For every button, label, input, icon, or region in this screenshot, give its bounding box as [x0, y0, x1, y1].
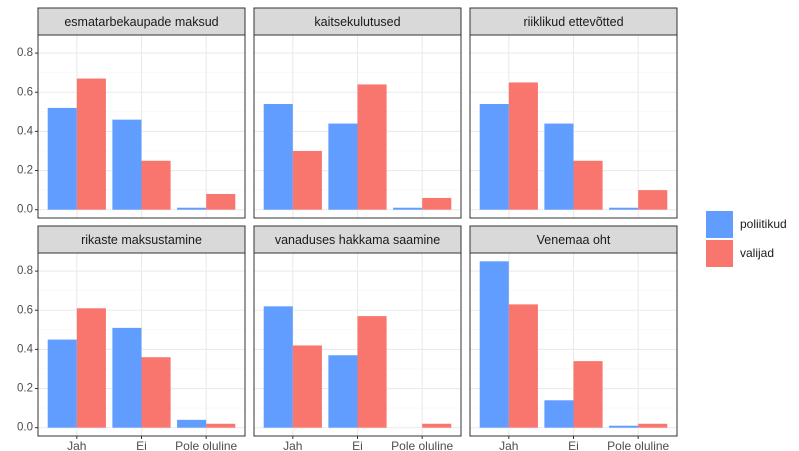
- strip-title: kaitsekulutused: [314, 15, 400, 29]
- legend-label: poliitikud: [740, 217, 787, 231]
- strip: [253, 225, 462, 254]
- strip: [253, 7, 462, 36]
- x-tick-label: Pole oluline: [607, 439, 669, 451]
- strip: [37, 7, 246, 36]
- bar: [609, 425, 639, 428]
- legend-label: valijad: [740, 246, 774, 260]
- bar: [47, 339, 77, 428]
- bar: [76, 78, 106, 210]
- bar: [422, 197, 452, 210]
- x-tick-label: Jah: [283, 439, 302, 451]
- strip-title: vanaduses hakkama saamine: [275, 233, 440, 247]
- bar: [328, 355, 358, 428]
- bar: [263, 306, 293, 428]
- y-tick-label: 0.4: [17, 343, 34, 355]
- x-tick-label: Jah: [67, 439, 86, 451]
- y-tick-label: 0.4: [17, 125, 34, 137]
- bar: [393, 207, 423, 210]
- bar: [141, 160, 171, 210]
- legend-swatch: [706, 211, 733, 238]
- legend-swatch: [706, 240, 733, 267]
- x-tick-label: Ei: [136, 439, 147, 451]
- bar: [177, 419, 207, 428]
- bar: [544, 400, 574, 428]
- bar: [141, 357, 171, 428]
- bar: [573, 361, 603, 428]
- x-tick-label: Ei: [352, 439, 363, 451]
- strip-title: rikaste maksustamine: [81, 233, 202, 247]
- panel-border: [37, 252, 246, 437]
- bar: [292, 345, 322, 428]
- panel-border: [253, 34, 462, 219]
- bar: [508, 304, 538, 428]
- bar: [263, 103, 293, 210]
- bar: [638, 190, 668, 210]
- y-tick-label: 0.6: [17, 304, 33, 316]
- bar: [47, 107, 77, 210]
- bar: [479, 261, 509, 428]
- strip-title: esmatarbekaupade maksud: [64, 15, 218, 29]
- bar: [177, 207, 207, 210]
- panel-border: [469, 34, 678, 219]
- x-tick-label: Ei: [568, 439, 579, 451]
- y-tick-label: 0.0: [17, 204, 33, 216]
- y-tick-label: 0.0: [17, 422, 33, 434]
- y-tick-label: 0.2: [17, 383, 33, 395]
- bar: [328, 123, 358, 210]
- bar: [292, 150, 322, 210]
- bar: [112, 119, 142, 210]
- bar: [479, 103, 509, 210]
- strip: [37, 225, 246, 254]
- bar: [357, 84, 387, 210]
- panel-border: [37, 34, 246, 219]
- x-tick-label: Pole oluline: [175, 439, 237, 451]
- bar: [609, 207, 639, 210]
- bar: [638, 423, 668, 428]
- y-tick-label: 0.2: [17, 165, 33, 177]
- y-tick-label: 0.6: [17, 86, 33, 98]
- bar: [112, 327, 142, 428]
- y-tick-label: 0.8: [17, 265, 33, 277]
- x-tick-label: Pole oluline: [391, 439, 453, 451]
- y-tick-label: 0.8: [17, 47, 33, 59]
- x-tick-label: Jah: [499, 439, 518, 451]
- bar: [422, 423, 452, 428]
- bar: [206, 194, 236, 210]
- panel-border: [253, 252, 462, 437]
- strip-title: riiklikud ettevõtted: [523, 15, 623, 29]
- bar: [357, 316, 387, 428]
- bar: [76, 308, 106, 428]
- strip-title: Venemaa oht: [537, 233, 611, 247]
- panel-border: [469, 252, 678, 437]
- bar: [573, 160, 603, 210]
- bar: [508, 82, 538, 210]
- bar: [206, 423, 236, 428]
- bar: [544, 123, 574, 210]
